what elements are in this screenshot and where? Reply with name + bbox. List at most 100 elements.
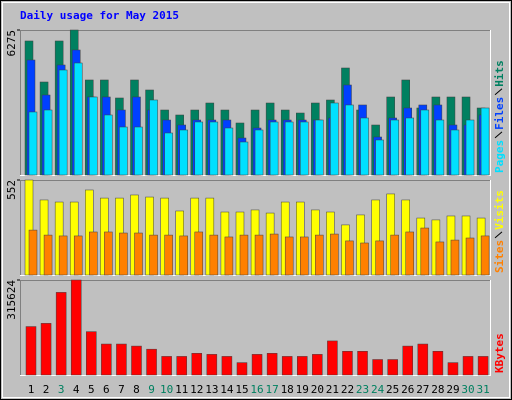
- legend-entry: Visits: [493, 190, 506, 230]
- bar: [179, 129, 188, 176]
- bar: [450, 129, 460, 176]
- bar: [43, 109, 53, 176]
- bar: [86, 331, 97, 376]
- x-tick-label: 24: [371, 383, 385, 396]
- bar: [417, 343, 429, 376]
- x-tick-label: 26: [401, 383, 414, 396]
- x-tick-label: 31: [476, 383, 489, 396]
- y-tick-label: 552: [5, 180, 18, 200]
- bar: [375, 240, 384, 276]
- bar: [450, 239, 460, 276]
- bar: [25, 326, 37, 376]
- bar: [480, 107, 490, 176]
- bar: [266, 353, 278, 376]
- bar: [390, 119, 399, 176]
- bar: [55, 292, 67, 376]
- bar: [101, 343, 112, 376]
- x-tick-label: 7: [118, 383, 125, 396]
- x-tick-label: 5: [88, 383, 95, 396]
- bar: [28, 229, 38, 276]
- bar: [146, 348, 157, 376]
- x-tick-label: 1: [28, 383, 35, 396]
- bar: [164, 132, 173, 176]
- x-tick-label: 13: [205, 383, 218, 396]
- x-tick-label: 11: [175, 383, 188, 396]
- bar: [161, 356, 172, 376]
- bar: [119, 126, 128, 176]
- legend-entry: KBytes: [493, 333, 506, 373]
- legend-separator: [494, 88, 503, 96]
- legend-entry: Sites: [493, 240, 506, 273]
- bar: [89, 96, 98, 176]
- x-tick-label: 17: [265, 383, 278, 396]
- bar: [300, 121, 309, 176]
- bar: [58, 235, 68, 276]
- legend-separator: [494, 131, 503, 139]
- bar: [179, 235, 188, 276]
- chart-title: Daily usage for May 2015: [20, 9, 179, 22]
- x-tick-label: 19: [296, 383, 309, 396]
- bar: [104, 231, 113, 276]
- bar: [149, 99, 158, 176]
- bar: [134, 232, 143, 276]
- bar: [312, 354, 323, 376]
- bar: [447, 362, 459, 376]
- bar: [191, 353, 203, 376]
- bar: [372, 359, 383, 376]
- bar: [221, 356, 233, 376]
- bar: [432, 351, 444, 376]
- bar: [224, 236, 234, 276]
- bar: [357, 351, 368, 376]
- bar: [239, 234, 249, 276]
- legend-entry: Files: [493, 97, 506, 130]
- bar: [254, 234, 264, 276]
- bar: [209, 234, 219, 276]
- x-tick-label: 10: [160, 383, 173, 396]
- bar: [224, 127, 234, 176]
- bar: [390, 234, 399, 276]
- legend-entry: Pages: [493, 140, 506, 173]
- bar: [28, 111, 38, 176]
- x-tick-label: 3: [58, 383, 65, 396]
- bar: [420, 109, 430, 176]
- x-tick-label: 6: [103, 383, 110, 396]
- bar: [462, 356, 474, 376]
- bar: [420, 227, 430, 276]
- bar: [73, 62, 83, 176]
- bar: [330, 102, 339, 176]
- x-tick-label: 22: [341, 383, 354, 396]
- bar: [284, 121, 294, 176]
- y-tick-label: 315624: [5, 280, 18, 320]
- bar: [435, 241, 445, 276]
- x-tick-label: 14: [220, 383, 234, 396]
- x-tick-label: 12: [190, 383, 203, 396]
- x-tick-label: 29: [446, 383, 459, 396]
- bar: [164, 234, 173, 276]
- bar: [284, 236, 294, 276]
- bar: [387, 359, 398, 376]
- bar: [58, 69, 68, 176]
- bar: [131, 345, 142, 376]
- x-tick-label: 28: [431, 383, 444, 396]
- bar: [330, 233, 339, 276]
- bar: [209, 121, 219, 176]
- bar: [236, 362, 248, 376]
- bar: [239, 141, 249, 176]
- x-tick-label: 18: [281, 383, 294, 396]
- bar: [194, 231, 204, 276]
- bar: [342, 351, 353, 376]
- x-tick-label: 8: [133, 383, 140, 396]
- bar: [43, 234, 53, 276]
- bar: [269, 121, 279, 176]
- x-tick-label: 9: [148, 383, 155, 396]
- bar: [40, 323, 52, 376]
- bar: [176, 356, 187, 376]
- bar: [300, 236, 309, 276]
- bar: [269, 233, 279, 276]
- bar: [206, 354, 218, 376]
- bar: [119, 232, 128, 276]
- x-tick-label: 20: [311, 383, 324, 396]
- x-tick-label: 23: [356, 383, 369, 396]
- bar: [405, 231, 414, 276]
